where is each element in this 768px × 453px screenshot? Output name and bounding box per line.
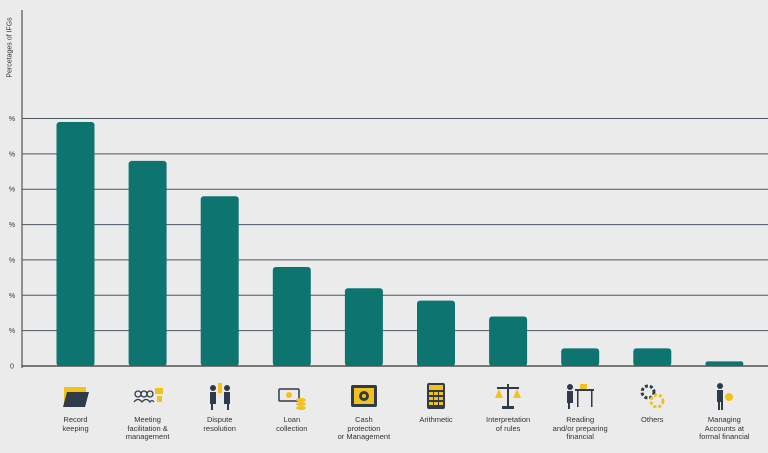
- meeting-group-icon: [133, 388, 163, 404]
- bar-9: [633, 348, 672, 366]
- bar-7: [489, 316, 528, 366]
- y-tick-label: %: [9, 222, 15, 229]
- teacher-board-icon: [567, 384, 595, 409]
- y-tick-label: %: [9, 328, 15, 335]
- x-tick-label: Loan collection: [276, 415, 308, 433]
- folder-icon: [62, 387, 89, 407]
- x-tick-label: Managing Accounts at formal financial: [699, 415, 750, 441]
- person-coin-icon: [717, 383, 734, 410]
- x-tick-label: Others: [641, 415, 664, 424]
- y-tick-label: %: [9, 151, 15, 158]
- bar-4: [272, 267, 311, 366]
- bar-3: [200, 196, 239, 366]
- y-tick-label: %: [9, 187, 15, 194]
- x-tick-label: Interpretation of rules: [485, 415, 531, 433]
- bar-8: [561, 348, 600, 366]
- y-tick-label: 0: [10, 364, 14, 371]
- y-axis-title: Percetages of IFGs: [0, 0, 20, 95]
- y-tick-label: %: [9, 116, 15, 123]
- x-tick-label: Reading and/or preparing financial: [552, 415, 608, 441]
- bar-10: [705, 361, 744, 366]
- y-axis-title-text: Percetages of IFGs: [6, 17, 14, 78]
- gears-icon: [640, 384, 665, 409]
- bar-6: [417, 300, 455, 366]
- scales-icon: [495, 384, 522, 409]
- x-tick-label: Arithmetic: [419, 415, 453, 424]
- x-tick-label: Record keeping: [62, 415, 89, 433]
- x-tick-label: Meeting facilitation & management: [125, 415, 170, 441]
- bar-5: [344, 288, 383, 366]
- safe-icon: [350, 385, 377, 407]
- bar-2: [128, 160, 167, 366]
- x-tick-label: Cash protection or Management: [337, 415, 391, 441]
- y-tick-label: %: [9, 257, 15, 264]
- x-tick-label: Dispute resolution: [203, 415, 236, 433]
- calculator-icon: [427, 383, 445, 409]
- bar-1: [56, 122, 95, 367]
- dispute-handshake-icon: [209, 383, 230, 410]
- y-tick-label: %: [9, 293, 15, 300]
- money-coins-icon: [278, 388, 306, 410]
